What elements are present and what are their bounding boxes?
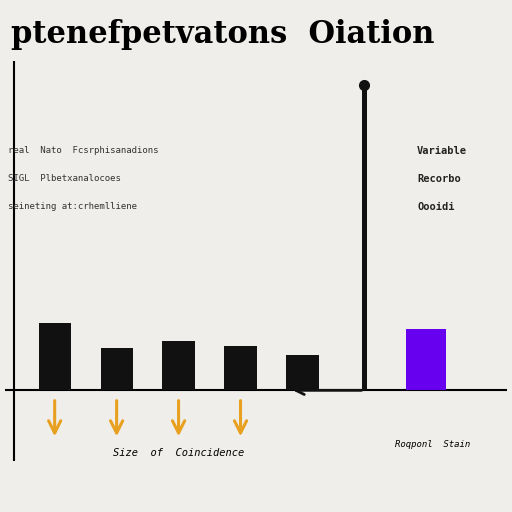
Text: Oooidi: Oooidi [417,202,455,212]
Text: Variable: Variable [417,146,467,156]
Text: Roqponl  Stain: Roqponl Stain [395,440,470,449]
Bar [100,348,133,390]
Bar [224,346,257,390]
Text: ptenefpetvatons  Oiation: ptenefpetvatons Oiation [11,19,435,50]
Bar [406,329,446,390]
Bar [162,342,195,390]
Bar [362,90,367,390]
Text: Size  of  Coincidence: Size of Coincidence [113,448,244,458]
Bar [286,355,318,390]
Text: SIGL  Plbetxanalocoes: SIGL Plbetxanalocoes [8,174,121,183]
Text: seineting at:crhemlliene: seineting at:crhemlliene [8,202,137,211]
Bar [38,323,71,390]
Text: real  Nato  Fcsrphisanadions: real Nato Fcsrphisanadions [8,146,159,155]
Text: Recorbo: Recorbo [417,174,461,184]
